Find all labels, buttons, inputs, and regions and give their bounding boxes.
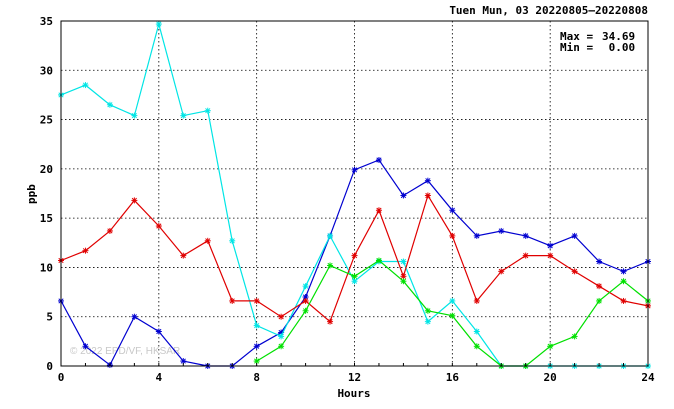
y-tick-label: 35	[40, 15, 53, 28]
data-point	[253, 322, 260, 329]
data-point	[106, 227, 113, 234]
x-axis-label: Hours	[337, 387, 370, 400]
data-point	[278, 343, 285, 350]
data-point	[571, 268, 578, 275]
x-tick-label: 16	[446, 371, 460, 384]
data-point	[351, 252, 358, 259]
y-tick-label: 30	[40, 64, 53, 77]
y-tick-label: 0	[46, 360, 53, 373]
data-point	[302, 307, 309, 314]
stats-box: Max = 34.69 Min = 0.00	[560, 30, 635, 54]
y-tick-label: 5	[46, 311, 53, 324]
x-tick-label: 20	[544, 371, 557, 384]
data-point	[375, 257, 382, 264]
chart-title: Tuen Mun, 03 20220805—20220808	[449, 4, 648, 17]
data-point	[620, 278, 627, 285]
x-tick-label: 24	[641, 371, 655, 384]
data-point	[596, 283, 603, 290]
data-point	[278, 313, 285, 320]
y-tick-label: 15	[40, 212, 53, 225]
data-point	[473, 232, 480, 239]
data-point	[571, 333, 578, 340]
data-point	[155, 21, 162, 28]
data-point	[473, 297, 480, 304]
y-tick-label: 20	[40, 163, 53, 176]
data-point	[449, 297, 456, 304]
data-point	[327, 232, 334, 239]
data-point	[547, 252, 554, 259]
data-point	[253, 297, 260, 304]
x-tick-label: 4	[156, 371, 163, 384]
data-point	[131, 197, 138, 204]
data-point	[449, 207, 456, 214]
min-label: Min =	[560, 41, 593, 54]
max-value: 34.69	[602, 30, 635, 43]
data-point	[82, 343, 89, 350]
data-point	[400, 258, 407, 265]
data-point	[547, 343, 554, 350]
data-point	[351, 166, 358, 173]
data-point	[400, 192, 407, 199]
data-point	[375, 156, 382, 163]
data-point	[424, 192, 431, 199]
grid	[61, 21, 648, 366]
data-point	[424, 307, 431, 314]
data-point	[449, 312, 456, 319]
data-point	[498, 227, 505, 234]
data-point	[278, 333, 285, 340]
data-point	[155, 328, 162, 335]
data-point	[327, 262, 334, 269]
y-tick-label: 10	[40, 261, 53, 274]
data-point	[253, 343, 260, 350]
data-point	[522, 232, 529, 239]
data-point	[400, 278, 407, 285]
data-point	[620, 268, 627, 275]
data-point	[449, 232, 456, 239]
y-axis-label: ppb	[25, 184, 38, 204]
x-tick-label: 8	[253, 371, 260, 384]
x-axis: 0 4 8 12 16 20 24	[58, 363, 655, 384]
data-point	[131, 313, 138, 320]
max-label: Max =	[560, 30, 593, 43]
data-point	[596, 258, 603, 265]
x-tick-label: 12	[348, 371, 361, 384]
series-2	[58, 192, 651, 325]
data-point	[522, 252, 529, 259]
data-point	[498, 268, 505, 275]
data-point	[571, 232, 578, 239]
watermark: © 2022 EPD/VF, HKSAR	[70, 346, 180, 357]
data-point	[375, 207, 382, 214]
data-point	[596, 297, 603, 304]
data-point	[620, 297, 627, 304]
data-point	[473, 328, 480, 335]
data-point	[229, 237, 236, 244]
data-point	[424, 318, 431, 325]
y-axis: 0 5 10 15 20 25 30 35	[40, 15, 53, 373]
x-tick-label: 0	[58, 371, 65, 384]
data-point	[131, 112, 138, 119]
data-point	[204, 237, 211, 244]
data-point	[424, 177, 431, 184]
data-point	[82, 247, 89, 254]
data-point	[204, 107, 211, 114]
data-point	[229, 297, 236, 304]
y-tick-label: 25	[40, 114, 53, 127]
series-0	[58, 156, 651, 369]
min-value: 0.00	[602, 41, 635, 54]
data-point	[302, 297, 309, 304]
data-point	[473, 343, 480, 350]
series-line	[60, 159, 649, 367]
series-line	[60, 21, 648, 367]
data-point	[180, 112, 187, 119]
data-point	[351, 273, 358, 280]
data-point	[155, 223, 162, 230]
data-point	[106, 101, 113, 108]
data-point	[180, 252, 187, 259]
data-point	[327, 318, 334, 325]
data-point	[547, 242, 554, 249]
data-point	[82, 82, 89, 89]
data-point	[302, 283, 309, 290]
